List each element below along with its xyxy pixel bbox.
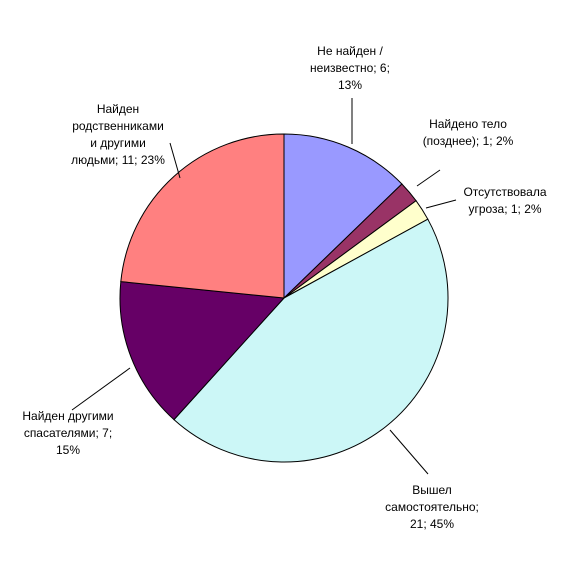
data-label-line: Найдено тело <box>429 117 507 131</box>
pie-slice <box>173 218 449 463</box>
pie-slice <box>119 281 286 421</box>
data-label-line: угроза; 1; 2% <box>468 202 541 216</box>
data-label: Найден другими спасателями; 7; 15% <box>22 409 113 457</box>
data-label-line: самостоятельно; <box>385 500 479 514</box>
data-label: Вышел самостоятельно; 21; 45% <box>385 483 479 531</box>
pie-slice <box>120 133 285 299</box>
leader-line <box>389 429 429 475</box>
data-label-line: и другими <box>90 136 146 150</box>
data-label-line: людьми; 11; 23% <box>71 153 165 167</box>
data-label-line: Отсутствовала <box>463 185 546 199</box>
leader-line <box>416 169 441 187</box>
data-label-line: 15% <box>56 443 80 457</box>
data-label-line: Найден другими <box>22 409 113 423</box>
data-label-line: спасателями; 7; <box>24 426 112 440</box>
data-label: Найдено тело (позднее); 1; 2% <box>423 117 514 148</box>
pie-slice <box>283 133 403 300</box>
data-label-line: Найден <box>97 102 139 116</box>
leader-line <box>71 367 131 411</box>
leader-line <box>169 142 181 179</box>
leader-line <box>425 199 457 209</box>
data-label-line: 13% <box>338 78 362 92</box>
data-label: Найден родственниками и другими людьми; 11;… <box>71 102 165 167</box>
data-label-line: Не найден / <box>317 44 383 58</box>
data-label: Не найден / неизвестно; 6; 13% <box>310 44 390 92</box>
data-label-line: Вышел <box>412 483 452 497</box>
data-label-line: (позднее); 1; 2% <box>423 134 514 148</box>
data-label: Отсутствовала угроза; 1; 2% <box>463 185 546 216</box>
data-label-line: родственниками <box>72 119 164 133</box>
data-label-line: 21; 45% <box>410 517 454 531</box>
data-label-line: неизвестно; 6; <box>310 61 390 75</box>
